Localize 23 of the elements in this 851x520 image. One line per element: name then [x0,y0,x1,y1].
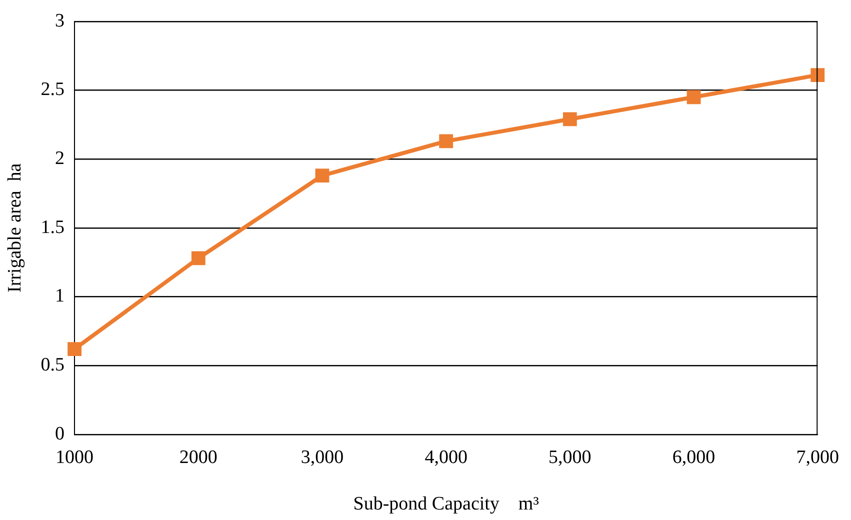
y-axis-title: Irrigable area ha [4,162,26,293]
point [315,168,330,183]
y-tick-label: 2 [55,148,65,170]
y-tick-label: 0 [55,423,65,444]
point [439,134,454,148]
point [686,90,701,104]
y-tick-label: 3 [55,10,65,32]
x-tick-label: 2000 [179,446,218,468]
x-tick-label: 4,000 [424,446,468,468]
point [68,342,82,356]
point [191,251,206,266]
x-tick-label: 7,000 [796,446,839,468]
point [562,112,577,126]
x-tick-label: 6,000 [672,446,716,468]
y-tick-label: 1 [55,286,65,307]
y-tick-label: 0.5 [40,354,65,376]
point [810,68,825,82]
y-tick-label: 1.5 [40,216,65,238]
x-tick-label: 5,000 [548,446,592,468]
x-tick-label: 3,000 [300,446,344,468]
y-tick-label: 2.5 [40,79,65,100]
x-axis-title: Sub-pond Capacity m³ [353,494,540,515]
x-tick-label: 1000 [56,446,94,468]
